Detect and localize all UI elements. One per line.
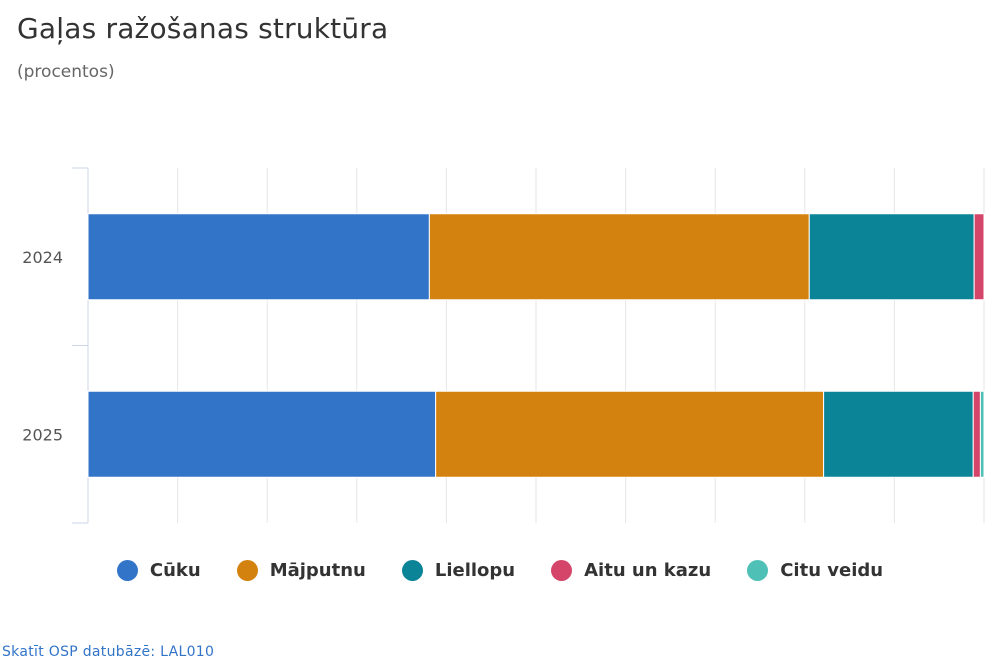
bar-segment[interactable] bbox=[435, 390, 825, 478]
legend-item[interactable]: Liellopu bbox=[401, 560, 516, 581]
chart-subtitle: (procentos) bbox=[17, 62, 115, 82]
chart-plot-area: 2024 2025 bbox=[22, 167, 985, 524]
legend-item[interactable]: Cūku bbox=[116, 560, 201, 581]
legend-item[interactable]: Aitu un kazu bbox=[551, 560, 711, 581]
category-labels: 2024 2025 bbox=[22, 248, 63, 445]
bar-segment[interactable] bbox=[973, 213, 985, 301]
source-database-link[interactable]: Skatīt OSP datubāzē: LAL010 bbox=[2, 644, 215, 660]
legend-label: Aitu un kazu bbox=[584, 560, 712, 581]
legend-item[interactable]: Mājputnu bbox=[236, 560, 366, 581]
legend-marker bbox=[116, 560, 138, 581]
bar-segment[interactable] bbox=[972, 390, 981, 478]
category-label: 2024 bbox=[22, 248, 63, 267]
legend-label: Mājputnu bbox=[269, 560, 366, 581]
bar-segment[interactable] bbox=[979, 390, 985, 478]
bar-segment[interactable] bbox=[808, 213, 975, 301]
chart-title: Gaļas ražošanas struktūra bbox=[17, 12, 389, 45]
legend-marker bbox=[236, 560, 258, 581]
legend: Cūku Mājputnu Liellopu Aitu un kazu Citu vei… bbox=[0, 560, 1000, 581]
legend-item[interactable]: Citu veidu bbox=[747, 560, 883, 581]
category-label: 2025 bbox=[22, 425, 63, 444]
legend-label: Citu veidu bbox=[780, 560, 884, 581]
bar-segment[interactable] bbox=[87, 390, 437, 478]
category-axis bbox=[72, 167, 89, 524]
legend-marker bbox=[551, 560, 573, 581]
legend-marker bbox=[747, 560, 769, 581]
bar-segment[interactable] bbox=[428, 213, 810, 301]
legend-label: Liellopu bbox=[434, 560, 516, 581]
bar-segment[interactable] bbox=[823, 390, 974, 478]
legend-label: Cūku bbox=[149, 560, 201, 581]
bar-series bbox=[87, 213, 985, 478]
bar-segment[interactable] bbox=[87, 213, 430, 301]
legend-marker bbox=[401, 560, 423, 581]
